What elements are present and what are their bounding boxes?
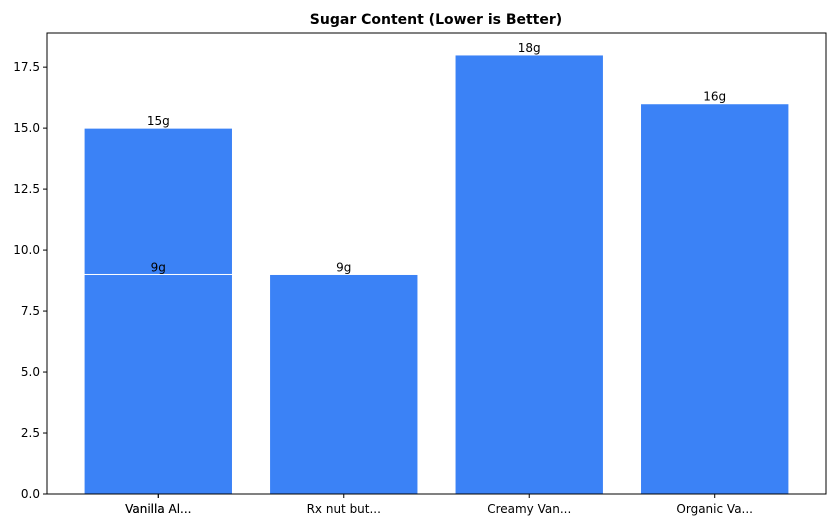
x-tick-label: Vanilla Al... — [125, 502, 191, 516]
bar — [83, 273, 233, 495]
y-tick-label: 2.5 — [21, 426, 40, 440]
y-tick-label: 15.0 — [13, 121, 40, 135]
y-tick-label: 17.5 — [13, 60, 40, 74]
y-tick-label: 10.0 — [13, 243, 40, 257]
y-tick-label: 0.0 — [21, 487, 40, 501]
bar — [269, 273, 419, 495]
value-label: 9g — [336, 260, 351, 274]
value-label: 9g — [151, 260, 166, 274]
chart-title: Sugar Content (Lower is Better) — [310, 12, 562, 28]
x-tick-label: Rx nut but... — [307, 502, 381, 516]
plot-frame — [46, 32, 827, 495]
bar — [640, 103, 790, 495]
value-label: 18g — [518, 41, 541, 55]
y-tick-label: 5.0 — [21, 365, 40, 379]
value-label: 15g — [147, 114, 170, 128]
x-tick-label: Creamy Van... — [487, 502, 571, 516]
x-tick-label: Vanilla Al... — [125, 502, 191, 516]
y-tick-label: 7.5 — [21, 304, 40, 318]
y-tick-label: 12.5 — [13, 182, 40, 196]
x-tick-label: Organic Va... — [676, 502, 753, 516]
value-label: 16g — [703, 90, 726, 104]
bar — [454, 54, 604, 495]
